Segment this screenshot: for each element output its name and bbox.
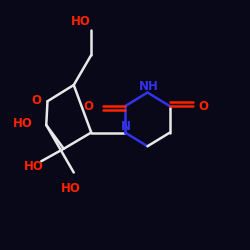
Text: O: O — [31, 94, 41, 106]
Text: O: O — [199, 100, 209, 113]
Text: HO: HO — [12, 117, 32, 130]
Text: HO: HO — [61, 182, 81, 195]
Text: HO: HO — [24, 160, 44, 173]
Text: HO: HO — [71, 15, 91, 28]
Text: O: O — [84, 100, 94, 113]
Text: NH: NH — [139, 80, 159, 93]
Text: N: N — [121, 120, 131, 133]
